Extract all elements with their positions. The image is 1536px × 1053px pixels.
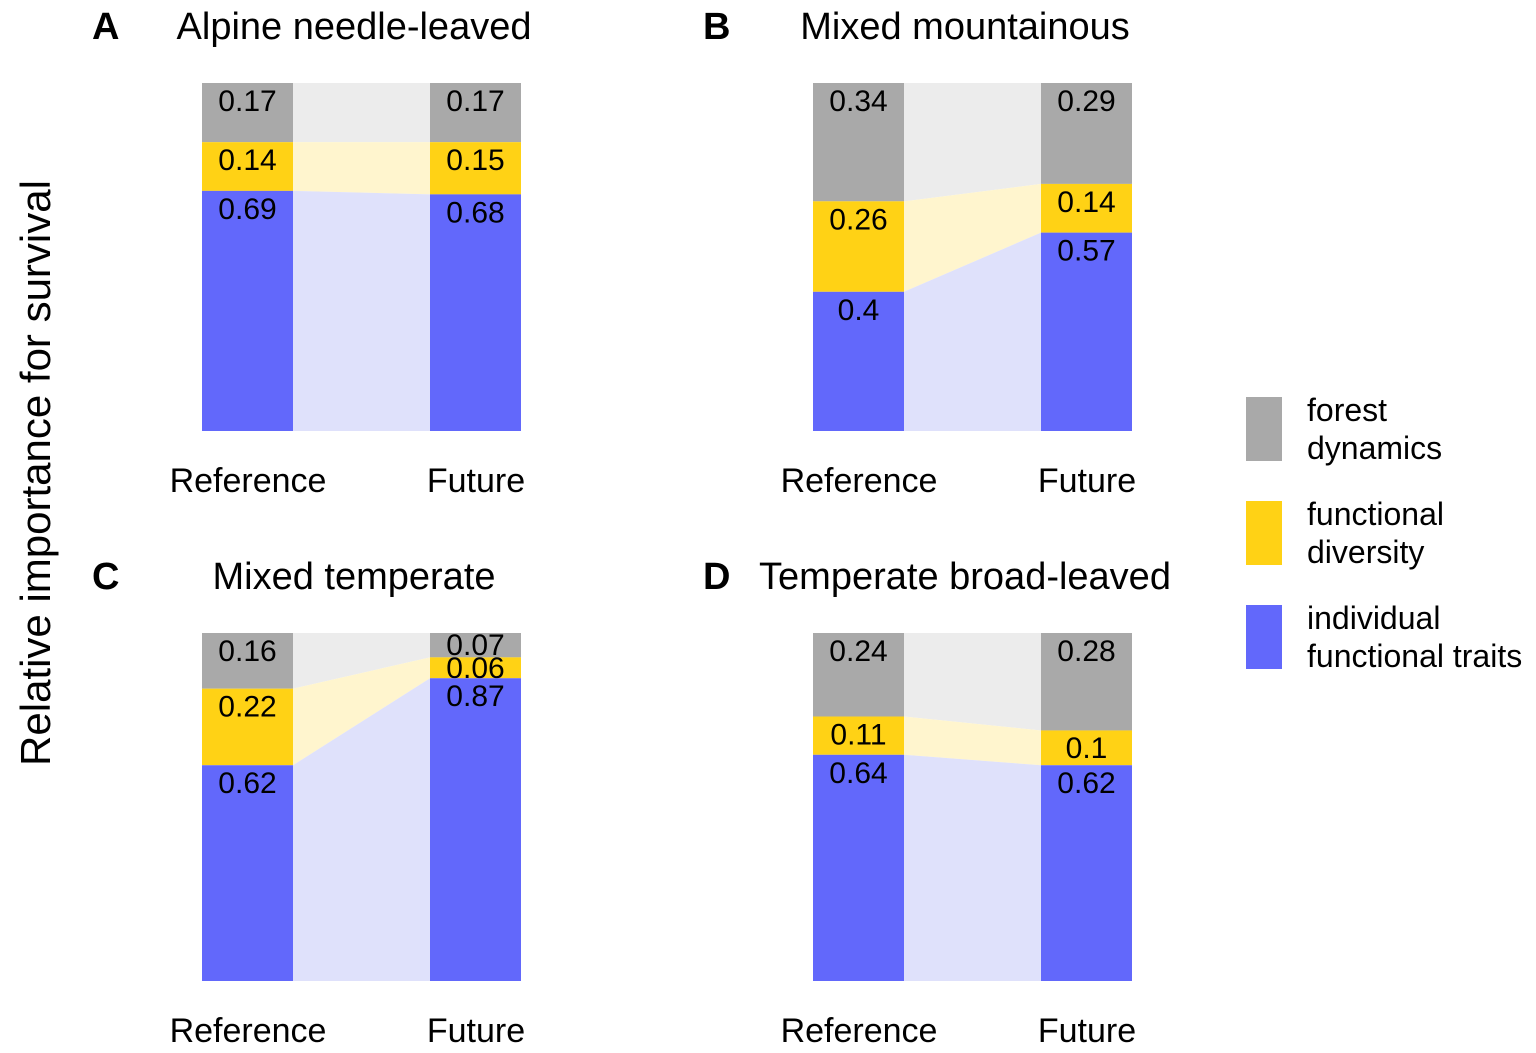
panel-letter: A bbox=[92, 6, 120, 48]
alluvial-plot: 0.24 0.11 0.64 0.28 0.10.62 bbox=[813, 633, 1132, 981]
functional-diversity-segment bbox=[1041, 183, 1132, 233]
functional-diversity-flow-band bbox=[293, 142, 430, 195]
value-label: 0.4 bbox=[838, 294, 880, 327]
functional-diversity-segment bbox=[202, 142, 293, 191]
value-label: 0.64 bbox=[829, 757, 887, 790]
legend-label: forest dynamics bbox=[1307, 392, 1443, 466]
functional-diversity-segment bbox=[1041, 730, 1132, 766]
individual-functional-traits-flow-band bbox=[904, 232, 1041, 431]
forest-dynamics-segment bbox=[813, 633, 904, 717]
alluvial-plot: 0.34 0.26 0.4 0.29 0.14 0.57 bbox=[813, 83, 1132, 431]
alluvial-plot: 0.160.220.620.070.060.87 bbox=[202, 633, 521, 981]
panel-title: Mixed mountainous bbox=[800, 6, 1130, 48]
panel-title: Temperate broad-leaved bbox=[759, 556, 1171, 598]
functional-diversity-flow-band bbox=[904, 716, 1041, 766]
panel-letter: D bbox=[703, 556, 731, 598]
individual-functional-traits-segment bbox=[202, 190, 293, 431]
functional-diversity-flow-band bbox=[293, 657, 430, 766]
forest-dynamics-flow-band bbox=[904, 83, 1041, 202]
panel-title: Mixed temperate bbox=[212, 556, 496, 598]
value-label: 0.1 bbox=[1066, 732, 1108, 765]
panel-c: C Mixed temperate 0.16 0.22 0.62 0.07 0.06 0.… bbox=[92, 556, 525, 1050]
panel-b: B Mixed mountainous 0.34 0.26 0.4 0.29 0.14 0… bbox=[703, 6, 1136, 500]
x-label-reference: Reference bbox=[780, 462, 938, 500]
value-label: 0.22 bbox=[218, 691, 276, 724]
panel-title: Alpine needle-leaved bbox=[176, 6, 532, 48]
forest-dynamics-segment bbox=[813, 83, 904, 202]
individual-functional-traits-segment bbox=[430, 194, 521, 431]
value-label: 0.17 bbox=[446, 85, 504, 118]
individual-functional-traits-segment bbox=[1041, 765, 1132, 981]
individual-functional-traits-swatch-icon bbox=[1246, 605, 1282, 669]
value-label: 0.62 bbox=[218, 767, 276, 800]
functional-diversity-flow-band bbox=[904, 183, 1041, 292]
value-label: 0.07 bbox=[446, 633, 504, 662]
legend: forest dynamics functional diversity indiv… bbox=[1246, 391, 1522, 675]
individual-functional-traits-segment bbox=[1041, 232, 1132, 431]
x-label-future: Future bbox=[1037, 1012, 1137, 1050]
functional-diversity-segment bbox=[430, 142, 521, 195]
value-label: 0.24 bbox=[829, 635, 887, 668]
forest-dynamics-segment bbox=[202, 83, 293, 143]
value-label: 0.28 bbox=[1057, 635, 1115, 668]
forest-dynamics-segment bbox=[430, 83, 521, 143]
value-label: 0.29 bbox=[1057, 85, 1115, 118]
value-label: 0.69 bbox=[218, 193, 276, 226]
x-label-reference: Reference bbox=[169, 1012, 327, 1050]
functional-diversity-segment bbox=[202, 688, 293, 766]
individual-functional-traits-segment bbox=[813, 291, 904, 431]
legend-label: individual functional traits bbox=[1307, 600, 1523, 674]
individual-functional-traits-flow-band bbox=[293, 678, 430, 981]
value-label: 0.68 bbox=[446, 196, 504, 229]
forest-dynamics-segment bbox=[1041, 83, 1132, 184]
forest-dynamics-swatch-icon bbox=[1246, 397, 1282, 461]
value-label: 0.26 bbox=[829, 203, 887, 236]
forest-dynamics-flow-band bbox=[904, 633, 1041, 731]
panel-a: A Alpine needle-leaved 0.17 0.14 0.69 0.17 0… bbox=[92, 6, 531, 500]
value-label: 0.14 bbox=[218, 144, 276, 177]
legend-label: functional diversity bbox=[1307, 496, 1444, 570]
functional-diversity-segment bbox=[430, 657, 521, 679]
panel-letter: B bbox=[703, 6, 731, 48]
forest-dynamics-segment bbox=[202, 633, 293, 689]
value-label: 0.16 bbox=[218, 635, 276, 668]
x-label-future: Future bbox=[426, 462, 526, 500]
individual-functional-traits-flow-band bbox=[293, 190, 430, 431]
value-label: 0.62 bbox=[1057, 767, 1115, 800]
individual-functional-traits-segment bbox=[202, 765, 293, 981]
x-label-reference: Reference bbox=[780, 1012, 938, 1050]
value-label: 0.15 bbox=[446, 144, 504, 177]
functional-diversity-segment bbox=[813, 201, 904, 292]
panel-letter: C bbox=[92, 556, 120, 598]
legend-item-forest-dynamics: forest dynamics bbox=[1246, 391, 1522, 467]
x-label-future: Future bbox=[1037, 462, 1137, 500]
value-label: 0.57 bbox=[1057, 235, 1115, 268]
individual-functional-traits-segment bbox=[813, 754, 904, 981]
value-label: 0.34 bbox=[829, 85, 887, 118]
panel-d: D Temperate broad-leaved 0.24 0.11 0.64 0.2… bbox=[703, 556, 1171, 1050]
value-label: 0.14 bbox=[1057, 186, 1115, 219]
functional-diversity-swatch-icon bbox=[1246, 501, 1282, 565]
alluvial-plot: 0.17 0.14 0.69 0.17 0.15 0.68 bbox=[202, 83, 521, 431]
x-label-reference: Reference bbox=[169, 462, 327, 500]
forest-dynamics-flow-band bbox=[293, 83, 430, 143]
legend-item-functional-diversity: functional diversity bbox=[1246, 495, 1522, 571]
forest-dynamics-segment bbox=[430, 633, 521, 658]
y-axis-label: Relative importance for survival bbox=[12, 180, 59, 766]
value-label: 0.11 bbox=[830, 719, 886, 752]
forest-dynamics-segment bbox=[1041, 633, 1132, 731]
x-label-future: Future bbox=[426, 1012, 526, 1050]
individual-functional-traits-flow-band bbox=[904, 754, 1041, 981]
functional-diversity-segment bbox=[813, 716, 904, 755]
value-label: 0.17 bbox=[218, 85, 276, 118]
value-label: 0.87 bbox=[446, 680, 504, 713]
legend-item-individual-functional-traits: individual functional traits bbox=[1246, 599, 1522, 675]
individual-functional-traits-segment bbox=[430, 678, 521, 981]
forest-dynamics-flow-band bbox=[293, 633, 430, 689]
